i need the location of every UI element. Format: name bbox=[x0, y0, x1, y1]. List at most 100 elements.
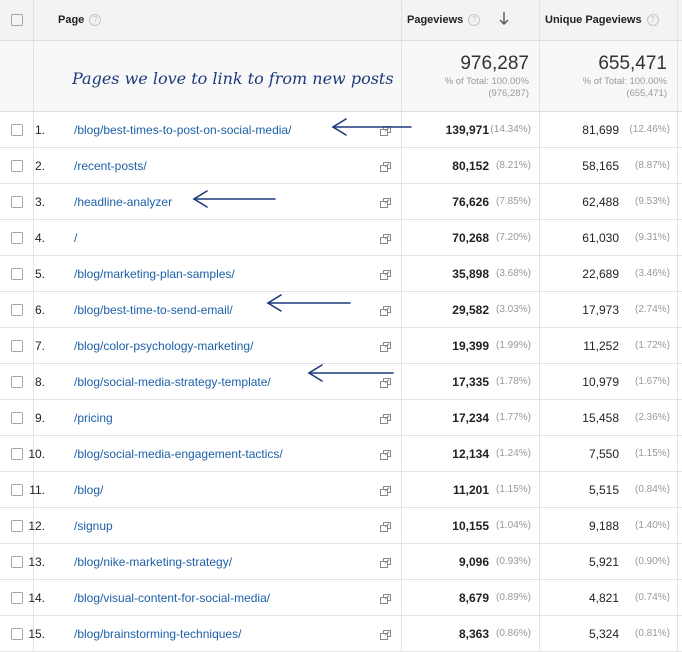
row-checkbox[interactable] bbox=[11, 339, 23, 352]
unique-pageviews-cell: 5,515 (0.84%) bbox=[540, 472, 678, 507]
page-link[interactable]: /blog/nike-marketing-strategy/ bbox=[74, 555, 233, 569]
open-external-icon[interactable] bbox=[380, 232, 391, 244]
open-external-icon[interactable] bbox=[380, 268, 391, 280]
open-external-icon[interactable] bbox=[380, 556, 391, 568]
next-column-edge bbox=[678, 328, 682, 363]
page-link[interactable]: /recent-posts/ bbox=[74, 159, 147, 173]
totals-unique-cell: 655,471 % of Total: 100.00% (655,471) bbox=[540, 41, 678, 111]
next-column-edge bbox=[678, 148, 682, 183]
unique-pageviews-value: 7,550 bbox=[588, 447, 619, 461]
totals-page-cell: Pages we love to link to from new posts bbox=[34, 41, 402, 111]
pageviews-value: 80,152 bbox=[452, 159, 489, 173]
unique-pageviews-percent: (0.81%) bbox=[634, 628, 670, 639]
row-checkbox[interactable] bbox=[11, 627, 23, 640]
row-checkbox[interactable] bbox=[11, 375, 23, 388]
unique-pageviews-cell: 9,188 (1.40%) bbox=[540, 508, 678, 543]
row-checkbox[interactable] bbox=[11, 555, 23, 568]
open-external-icon[interactable] bbox=[380, 448, 391, 460]
row-checkbox[interactable] bbox=[11, 483, 23, 496]
unique-pageviews-cell: 7,550 (1.15%) bbox=[540, 436, 678, 471]
page-link[interactable]: /blog/brainstorming-techniques/ bbox=[74, 627, 242, 641]
unique-pageviews-value: 9,188 bbox=[588, 519, 619, 533]
row-checkbox[interactable] bbox=[11, 303, 23, 316]
next-column-edge bbox=[678, 0, 682, 40]
open-external-icon[interactable] bbox=[380, 340, 391, 352]
unique-pageviews-value: 22,689 bbox=[582, 267, 619, 281]
unique-pageviews-percent: (1.72%) bbox=[634, 340, 670, 351]
page-link[interactable]: /headline-analyzer bbox=[74, 195, 173, 209]
open-external-icon[interactable] bbox=[380, 628, 391, 640]
unique-pageviews-column-header[interactable]: Unique Pageviews? bbox=[540, 0, 678, 40]
open-external-icon[interactable] bbox=[380, 124, 391, 136]
row-checkbox[interactable] bbox=[11, 123, 23, 136]
row-checkbox[interactable] bbox=[11, 519, 23, 532]
total-pageviews-pct: % of Total: 100.00% bbox=[444, 76, 529, 87]
page-link[interactable]: /blog/best-time-to-send-email/ bbox=[74, 303, 233, 317]
row-checkbox[interactable] bbox=[11, 159, 23, 172]
page-link[interactable]: / bbox=[74, 231, 78, 245]
header-checkbox-cell bbox=[0, 0, 34, 40]
row-checkbox[interactable] bbox=[11, 591, 23, 604]
page-link[interactable]: /pricing bbox=[74, 411, 113, 425]
row-checkbox[interactable] bbox=[11, 267, 23, 280]
select-all-checkbox[interactable] bbox=[11, 14, 23, 26]
table-header-row: Page? Pageviews? Unique Pageviews? bbox=[0, 0, 682, 41]
row-checkbox[interactable] bbox=[11, 411, 23, 424]
pageviews-cell: 8,679 (0.89%) bbox=[402, 580, 540, 615]
page-column-header[interactable]: Page? bbox=[34, 0, 402, 40]
totals-checkbox-cell bbox=[0, 41, 34, 111]
page-link[interactable]: /blog/color-psychology-marketing/ bbox=[74, 339, 254, 353]
row-checkbox[interactable] bbox=[11, 447, 23, 460]
pageviews-value: 17,234 bbox=[452, 411, 489, 425]
pageviews-column-header[interactable]: Pageviews? bbox=[402, 0, 540, 40]
page-help-icon[interactable]: ? bbox=[89, 14, 102, 26]
open-external-icon[interactable] bbox=[380, 196, 391, 208]
arrow-down-icon[interactable] bbox=[498, 9, 510, 27]
pageviews-cell: 9,096 (0.93%) bbox=[402, 544, 540, 579]
page-cell: 3. /headline-analyzer bbox=[34, 184, 402, 219]
row-checkbox-cell bbox=[0, 400, 34, 435]
pageviews-percent: (1.15%) bbox=[495, 484, 531, 495]
pageviews-percent: (14.34%) bbox=[490, 124, 531, 135]
unique-pageviews-cell: 81,699 (12.46%) bbox=[540, 112, 678, 147]
page-link[interactable]: /blog/social-media-strategy-template/ bbox=[74, 375, 271, 389]
pageviews-value: 11,201 bbox=[452, 483, 489, 497]
row-checkbox[interactable] bbox=[11, 231, 23, 244]
page-link[interactable]: /blog/best-times-to-post-on-social-media… bbox=[74, 123, 292, 137]
open-external-icon[interactable] bbox=[380, 592, 391, 604]
open-external-icon[interactable] bbox=[380, 484, 391, 496]
open-external-icon[interactable] bbox=[380, 304, 391, 316]
row-number: 12. bbox=[28, 519, 45, 533]
total-unique-of: (655,471) bbox=[626, 88, 667, 99]
page-link[interactable]: /blog/ bbox=[74, 483, 104, 497]
page-cell: 9. /pricing bbox=[34, 400, 402, 435]
unique-pageviews-value: 17,973 bbox=[582, 303, 619, 317]
unique-pageviews-percent: (8.87%) bbox=[634, 160, 670, 171]
page-link[interactable]: /signup bbox=[74, 519, 113, 533]
table-row: 14. /blog/visual-content-for-social-media… bbox=[0, 580, 682, 616]
pageviews-cell: 17,234 (1.77%) bbox=[402, 400, 540, 435]
unique-pageviews-cell: 61,030 (9.31%) bbox=[540, 220, 678, 255]
unique-pageviews-value: 58,165 bbox=[582, 159, 619, 173]
pageviews-value: 19,399 bbox=[452, 339, 489, 353]
page-link[interactable]: /blog/marketing-plan-samples/ bbox=[74, 267, 235, 281]
page-link[interactable]: /blog/social-media-engagement-tactics/ bbox=[74, 447, 283, 461]
open-external-icon[interactable] bbox=[380, 412, 391, 424]
open-external-icon[interactable] bbox=[380, 376, 391, 388]
pageviews-help-icon[interactable]: ? bbox=[468, 14, 481, 26]
unique-help-icon[interactable]: ? bbox=[646, 14, 659, 26]
pageviews-cell: 12,134 (1.24%) bbox=[402, 436, 540, 471]
unique-pageviews-value: 4,821 bbox=[588, 591, 619, 605]
pageviews-column-label: Pageviews? bbox=[407, 14, 481, 26]
open-external-icon[interactable] bbox=[380, 160, 391, 172]
total-pageviews-of: (976,287) bbox=[488, 88, 529, 99]
page-link[interactable]: /blog/visual-content-for-social-media/ bbox=[74, 591, 271, 605]
row-number: 4. bbox=[34, 231, 45, 245]
table-row: 7. /blog/color-psychology-marketing/19,39… bbox=[0, 328, 682, 364]
open-external-icon[interactable] bbox=[380, 520, 391, 532]
unique-pageviews-value: 81,699 bbox=[582, 123, 619, 137]
page-cell: 15. /blog/brainstorming-techniques/ bbox=[28, 616, 402, 651]
row-number: 5. bbox=[34, 267, 45, 281]
row-checkbox[interactable] bbox=[11, 195, 23, 208]
table-body: 1. /blog/best-times-to-post-on-social-med… bbox=[0, 112, 682, 652]
